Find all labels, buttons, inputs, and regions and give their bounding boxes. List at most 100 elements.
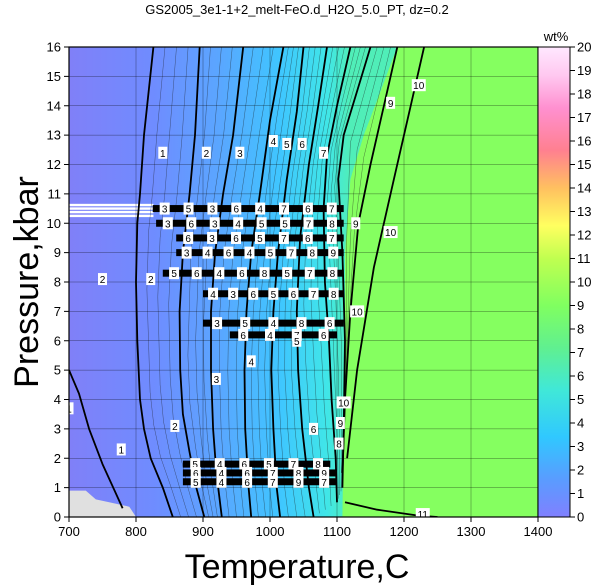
band-label-bg <box>279 202 290 215</box>
contour-label-text: 4 <box>271 137 277 148</box>
contour-label: 10 <box>411 79 426 92</box>
stripe <box>69 210 154 214</box>
band-label-bg <box>268 287 279 300</box>
contour-label-text: 8 <box>336 440 342 451</box>
contour-label-text: 10 <box>385 228 397 239</box>
contour-label-text: 2 <box>172 422 178 433</box>
y-tick-label: 1 <box>54 480 61 495</box>
contour-label: 2 <box>146 273 156 286</box>
band-label-bg <box>191 267 202 280</box>
contour-label-bg <box>351 217 361 230</box>
contour-label-bg <box>386 96 396 109</box>
band-label-bg <box>293 475 304 488</box>
band-label: 6 <box>186 217 197 230</box>
band-label: 7 <box>319 475 330 489</box>
band-label-bg <box>326 202 337 215</box>
y-tick-label: 12 <box>47 157 61 172</box>
noisy-band <box>152 205 344 213</box>
band-label-text: 8 <box>310 249 316 260</box>
band-label: 7 <box>267 475 278 489</box>
contour-label-bg <box>98 273 107 286</box>
band-label-text: 9 <box>321 469 327 480</box>
band-label-bg <box>216 475 227 488</box>
contour-label: 6 <box>319 328 329 342</box>
x-axis-label: Temperature,C <box>185 548 410 586</box>
band-label-text: 3 <box>162 205 168 216</box>
band-label-text: 8 <box>331 290 337 301</box>
band-label: 6 <box>242 475 253 489</box>
band-label-bg <box>162 217 173 230</box>
contour-label-bg <box>411 79 426 92</box>
y-tick-label: 11 <box>48 186 62 201</box>
contour-level-7 <box>322 47 352 503</box>
band-label-text: 8 <box>330 269 336 280</box>
y-tick-label: 16 <box>47 40 61 55</box>
band-label-bg <box>238 328 249 341</box>
band-label-bg <box>265 328 275 341</box>
contour-label: 2 <box>201 146 211 160</box>
band-label-bg <box>239 458 250 471</box>
band-label: 7 <box>308 287 319 301</box>
band-label-bg <box>286 246 297 259</box>
band-label: 4 <box>233 217 244 230</box>
band-label: 6 <box>191 267 202 280</box>
band-label: 8 <box>259 267 270 280</box>
contour-label: 11 <box>415 508 430 517</box>
band-label-bg <box>255 202 266 215</box>
band-label-bg <box>183 202 194 215</box>
band-label-bg <box>228 287 239 300</box>
colorbar-tick-label: 6 <box>577 369 584 384</box>
colorbar-tick-label: 19 <box>577 63 591 78</box>
band-label: 8 <box>327 267 338 280</box>
band-label: 3 <box>207 202 218 216</box>
noisy-band <box>182 469 337 477</box>
band-label-text: 6 <box>226 249 232 260</box>
plot-area: 3 5 3 6 4 7 6 73 6 3 4 5 5 7 86 3 6 5 7 6 73 4 6 4 5 7 8 95 6 4 6 8 5 7 84… <box>66 47 538 517</box>
band-label: 6 <box>248 287 259 301</box>
band-label: 8 <box>313 458 324 471</box>
contour-label: 1 <box>66 402 74 415</box>
noisy-band <box>182 478 337 486</box>
contour-label-bg <box>246 355 256 368</box>
colorbar-tick-label: 20 <box>577 40 591 55</box>
colorbar-scale <box>537 46 571 518</box>
colorbar-tick-label: 2 <box>577 463 584 478</box>
band-label-text: 6 <box>305 234 311 245</box>
contour-label-bg <box>415 508 430 517</box>
band-label: 8 <box>293 466 304 480</box>
band-label-bg <box>214 458 225 471</box>
contour-label-text: 2 <box>148 275 154 286</box>
band-label-text: 4 <box>217 269 223 280</box>
contour-label-text: 5 <box>294 337 300 348</box>
band-label-text: 4 <box>267 331 273 342</box>
contour-label-text: 4 <box>248 357 254 368</box>
band-label-bg <box>207 231 218 244</box>
band-label-bg <box>208 287 219 300</box>
noisy-band <box>162 269 344 277</box>
band-label: 5 <box>190 475 201 489</box>
colorbar-unit: wt% <box>543 29 569 44</box>
y-axis-label: Pressure,kbar <box>8 176 46 388</box>
contour-label: 3 <box>211 372 221 386</box>
band-label: 7 <box>326 231 337 245</box>
y-tick-label: 14 <box>47 98 61 113</box>
contour-label: 4 <box>246 355 256 368</box>
contour-label-text: 1 <box>66 404 72 415</box>
band-label: 8 <box>326 217 337 230</box>
band-label-text: 8 <box>296 469 302 480</box>
band-label: 6 <box>183 231 194 245</box>
contour-label-bg <box>211 372 221 385</box>
band-label: 6 <box>236 267 247 280</box>
band-label: 5 <box>190 458 201 471</box>
band-label-bg <box>313 458 324 471</box>
band-label-bg <box>267 466 278 479</box>
band-label-bg <box>328 287 339 300</box>
contour-label: 2 <box>170 419 180 433</box>
band-label-bg <box>319 466 330 479</box>
band-label: 7 <box>288 458 299 471</box>
band-label-text: 4 <box>219 469 225 480</box>
band-label-bg <box>231 202 242 215</box>
noisy-band <box>229 331 337 339</box>
